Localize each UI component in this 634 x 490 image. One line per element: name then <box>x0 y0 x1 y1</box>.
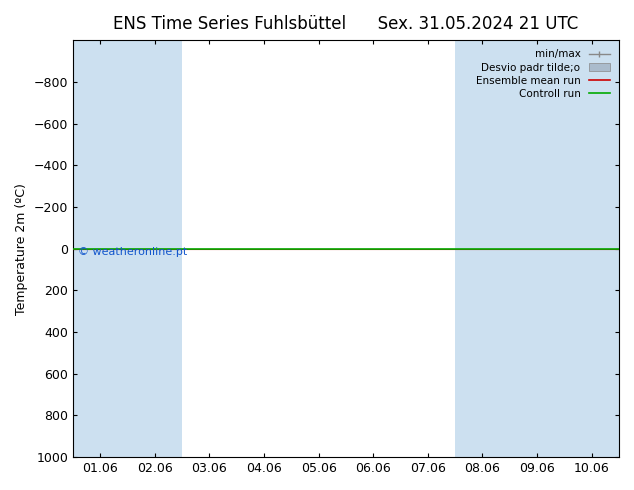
Bar <box>455 40 510 457</box>
Bar <box>564 40 619 457</box>
Bar <box>510 40 564 457</box>
Y-axis label: Temperature 2m (ºC): Temperature 2m (ºC) <box>15 183 28 315</box>
Text: © weatheronline.pt: © weatheronline.pt <box>79 246 188 257</box>
Bar <box>73 40 127 457</box>
Legend: min/max, Desvio padr tilde;o, Ensemble mean run, Controll run: min/max, Desvio padr tilde;o, Ensemble m… <box>472 45 614 103</box>
Bar <box>127 40 182 457</box>
Title: ENS Time Series Fuhlsbüttel      Sex. 31.05.2024 21 UTC: ENS Time Series Fuhlsbüttel Sex. 31.05.2… <box>113 15 579 33</box>
